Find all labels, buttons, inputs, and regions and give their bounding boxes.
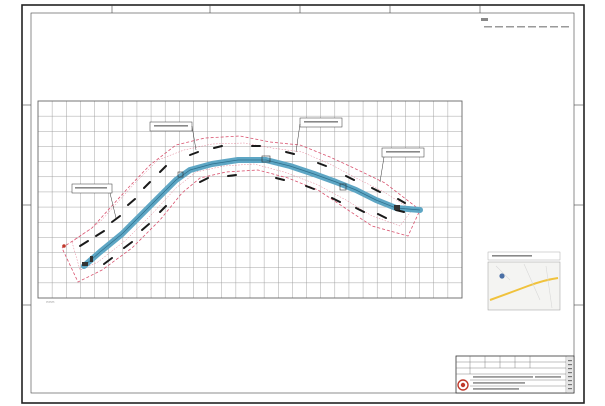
river-centerline [83, 159, 421, 267]
grid-border [37, 100, 463, 299]
location-key-map [487, 251, 561, 311]
callout-section-b [149, 121, 197, 151]
frame-zone-ticks [22, 5, 584, 306]
project-boundary [61, 135, 421, 283]
callout-section-d [379, 147, 425, 183]
callout-section-c [295, 117, 343, 153]
grid-scale-mark: ▭▭▭ [46, 300, 55, 304]
legend-strip [481, 18, 569, 28]
offset-boundary [71, 142, 413, 271]
channel-structures [62, 155, 400, 266]
callout-section-a [71, 183, 117, 219]
outer-frame [21, 4, 585, 404]
title-block [455, 355, 575, 394]
inner-frame [30, 12, 575, 394]
embankment-hatching [79, 145, 406, 265]
